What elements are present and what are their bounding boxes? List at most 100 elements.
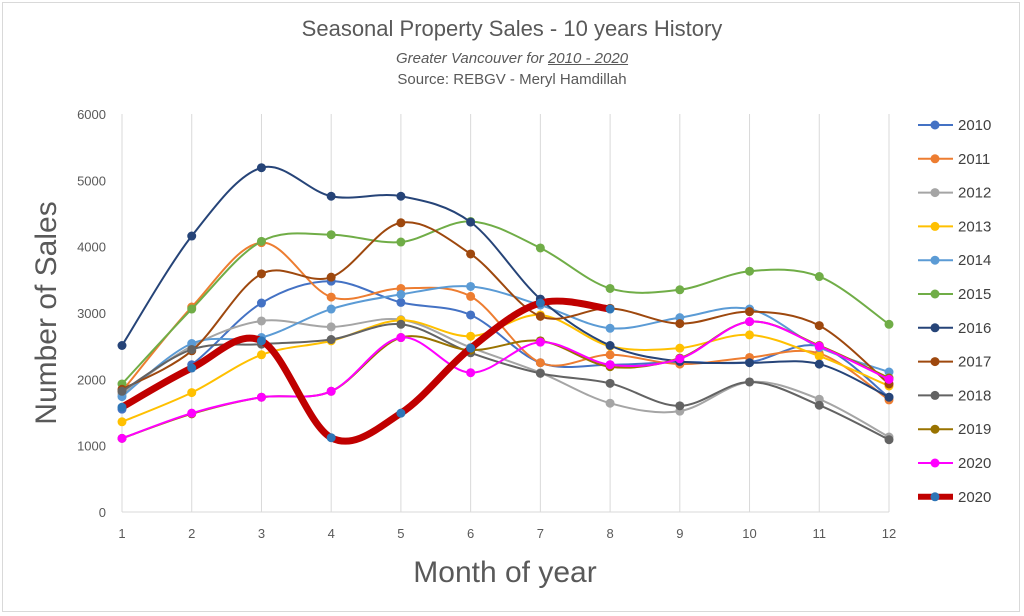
legend-swatch-marker bbox=[930, 255, 940, 265]
x-tick-4: 4 bbox=[328, 526, 335, 541]
legend-label-2018: 2018 bbox=[958, 387, 991, 404]
point-2018-10 bbox=[745, 377, 755, 387]
point-2017-5 bbox=[396, 218, 406, 228]
point-2012-3 bbox=[256, 316, 266, 326]
point-2011-7 bbox=[535, 358, 545, 368]
y-tick-4000: 4000 bbox=[77, 240, 106, 255]
legend-swatch-marker bbox=[930, 289, 940, 299]
point-2020-5 bbox=[396, 333, 406, 343]
point-2017-9 bbox=[675, 319, 685, 329]
point-2017-11 bbox=[814, 321, 824, 331]
legend-label-2017: 2017 bbox=[958, 354, 991, 371]
x-tick-1: 1 bbox=[118, 526, 125, 541]
point-2020-12 bbox=[884, 374, 894, 384]
point-2020-6 bbox=[466, 368, 476, 378]
series-line-2017-7 bbox=[121, 221, 890, 391]
x-tick-8: 8 bbox=[606, 526, 613, 541]
legend-swatch-marker bbox=[930, 120, 940, 130]
x-axis-title: Month of year bbox=[413, 556, 596, 589]
point-2018-8 bbox=[605, 378, 615, 388]
legend-label-2015: 2015 bbox=[958, 286, 991, 303]
x-tick-2: 2 bbox=[188, 526, 195, 541]
point-2013-1 bbox=[117, 417, 127, 427]
point-2013-2 bbox=[187, 388, 197, 398]
point-2014-8 bbox=[605, 323, 615, 333]
legend-swatch-marker bbox=[930, 390, 940, 400]
point-2013-6 bbox=[466, 331, 476, 341]
point-2011-8 bbox=[605, 350, 615, 360]
series-2016-6 bbox=[117, 163, 894, 402]
point-2015-10 bbox=[745, 266, 755, 276]
legend-item-2013-3: 2013 bbox=[918, 218, 991, 235]
chart-subtitle: Greater Vancouver for 2010 - 2020 bbox=[0, 50, 1024, 67]
x-tick-labels: 1 2 3 4 5 6 7 8 9 10 11 12 bbox=[118, 526, 896, 541]
x-tick-5: 5 bbox=[397, 526, 404, 541]
point-2010-3 bbox=[256, 298, 266, 308]
series-2018-8 bbox=[117, 319, 894, 445]
legend-item-2016-6: 2016 bbox=[918, 320, 991, 337]
point-2013-9 bbox=[675, 343, 685, 353]
legend-label-2011: 2011 bbox=[958, 151, 990, 168]
chart-source: Source: REBGV - Meryl Hamdillah bbox=[397, 71, 627, 88]
point-2020-7 bbox=[535, 298, 545, 308]
series-lines bbox=[117, 163, 894, 445]
point-2015-12 bbox=[884, 319, 894, 329]
point-2015-8 bbox=[605, 283, 615, 293]
point-2020-3 bbox=[256, 392, 266, 402]
point-2020-2 bbox=[187, 363, 197, 373]
legend-swatch-marker bbox=[930, 357, 940, 367]
point-2020-6 bbox=[466, 343, 476, 353]
point-2014-5 bbox=[396, 289, 406, 299]
point-2017-6 bbox=[466, 249, 476, 259]
legend-item-2014-4: 2014 bbox=[918, 252, 991, 269]
legend-swatch-marker bbox=[930, 492, 940, 502]
y-tick-labels: 0 1000 2000 3000 4000 5000 6000 bbox=[77, 107, 106, 520]
point-2018-11 bbox=[814, 400, 824, 410]
legend-label-2012: 2012 bbox=[958, 185, 991, 202]
legend-swatch-marker bbox=[930, 424, 940, 434]
point-2016-6 bbox=[466, 217, 476, 227]
legend-label-2020: 2020 bbox=[958, 455, 991, 472]
point-2013-11 bbox=[814, 351, 824, 361]
point-2020-3 bbox=[256, 336, 266, 346]
point-2015-4 bbox=[326, 230, 336, 240]
legend-swatch-marker bbox=[930, 188, 940, 198]
legend-label-2019: 2019 bbox=[958, 421, 991, 438]
legend: 2010 2011 2012 2013 2014 2015 2016 2017 2018 2019… bbox=[918, 117, 991, 506]
legend-item-2010-0: 2010 bbox=[918, 117, 991, 134]
series-line-2012-2 bbox=[121, 317, 890, 439]
point-2013-10 bbox=[745, 330, 755, 340]
point-2020-7 bbox=[535, 337, 545, 347]
legend-swatch-marker bbox=[930, 221, 940, 231]
point-2018-7 bbox=[535, 368, 545, 378]
series-line-2010-0 bbox=[121, 280, 890, 411]
x-tick-9: 9 bbox=[676, 526, 683, 541]
point-2016-2 bbox=[187, 231, 197, 241]
legend-item-2020-10: 2020 bbox=[918, 455, 991, 472]
legend-swatch-marker bbox=[930, 458, 940, 468]
subtitle-range: 2010 - 2020 bbox=[547, 50, 629, 67]
point-2015-5 bbox=[396, 237, 406, 247]
x-tick-3: 3 bbox=[258, 526, 265, 541]
legend-label-2013: 2013 bbox=[958, 218, 991, 235]
legend-item-2018-8: 2018 bbox=[918, 387, 991, 404]
point-2020-4 bbox=[326, 433, 336, 443]
chart-title: Seasonal Property Sales - 10 years Histo… bbox=[301, 16, 723, 41]
point-2016-3 bbox=[256, 163, 266, 173]
series-line-2018-8 bbox=[121, 323, 890, 441]
series-line-2016-6 bbox=[121, 165, 890, 399]
legend-item-2020-11: 2020 bbox=[918, 489, 991, 506]
point-2012-8 bbox=[605, 398, 615, 408]
y-tick-0: 0 bbox=[99, 505, 106, 520]
point-2015-9 bbox=[675, 285, 685, 295]
legend-item-2015-5: 2015 bbox=[918, 286, 991, 303]
y-tick-1000: 1000 bbox=[77, 439, 106, 454]
point-2016-4 bbox=[326, 191, 336, 201]
point-2010-5 bbox=[396, 297, 406, 307]
point-2014-6 bbox=[466, 281, 476, 291]
point-2018-4 bbox=[326, 335, 336, 345]
point-2020-8 bbox=[605, 304, 615, 314]
point-2018-1 bbox=[117, 386, 127, 396]
